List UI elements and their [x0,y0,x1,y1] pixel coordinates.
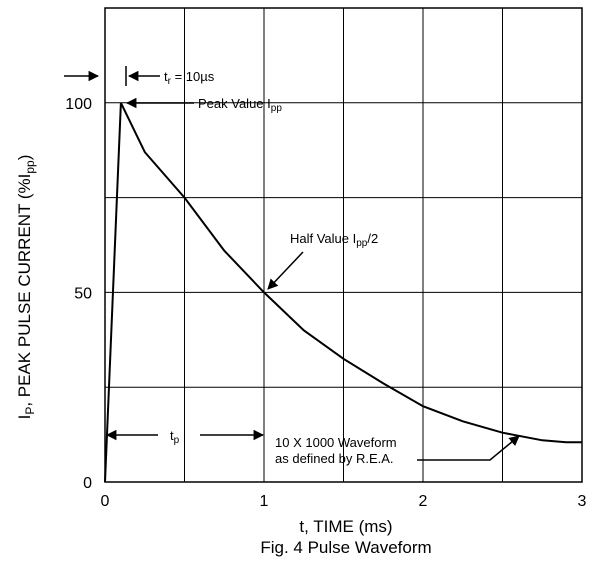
pulse-width-annotation: tp [105,428,265,446]
waveform-label-line1: 10 X 1000 Waveform [275,435,397,450]
x-tick-label: 2 [419,493,428,510]
half-value-annotation: Half Value Ipp/2 [267,231,378,290]
x-axis-ticks: 0 1 2 3 [101,493,587,510]
x-tick-label: 1 [260,493,269,510]
waveform-definition-annotation: 10 X 1000 Waveform as defined by R.E.A. [275,435,520,466]
peak-value-label: Peak Value Ipp [198,96,282,114]
y-tick-label: 50 [74,285,92,302]
waveform-curve [104,102,582,483]
half-value-label: Half Value Ipp/2 [290,231,378,249]
waveform-arrow [417,435,520,461]
rise-time-annotation: tr = 10µs [64,66,215,87]
peak-value-annotation: Peak Value Ipp [125,96,282,114]
y-tick-label: 0 [83,475,92,492]
pulse-width-label: tp [170,428,180,446]
y-axis-label: IP, PEAK PULSE CURRENT (%Ipp) [15,155,37,420]
y-tick-label: 100 [65,96,92,113]
y-axis-ticks: 0 50 100 [65,96,92,492]
x-tick-label: 3 [578,493,587,510]
rise-time-label: tr = 10µs [164,69,215,87]
figure-caption: Fig. 4 Pulse Waveform [260,538,431,557]
waveform-label-line2: as defined by R.E.A. [275,451,394,466]
grid-lines [105,8,582,482]
plot-frame [104,7,583,483]
x-axis-label: t, TIME (ms) [299,517,392,536]
half-value-arrow [267,251,304,290]
x-tick-label: 0 [101,493,110,510]
